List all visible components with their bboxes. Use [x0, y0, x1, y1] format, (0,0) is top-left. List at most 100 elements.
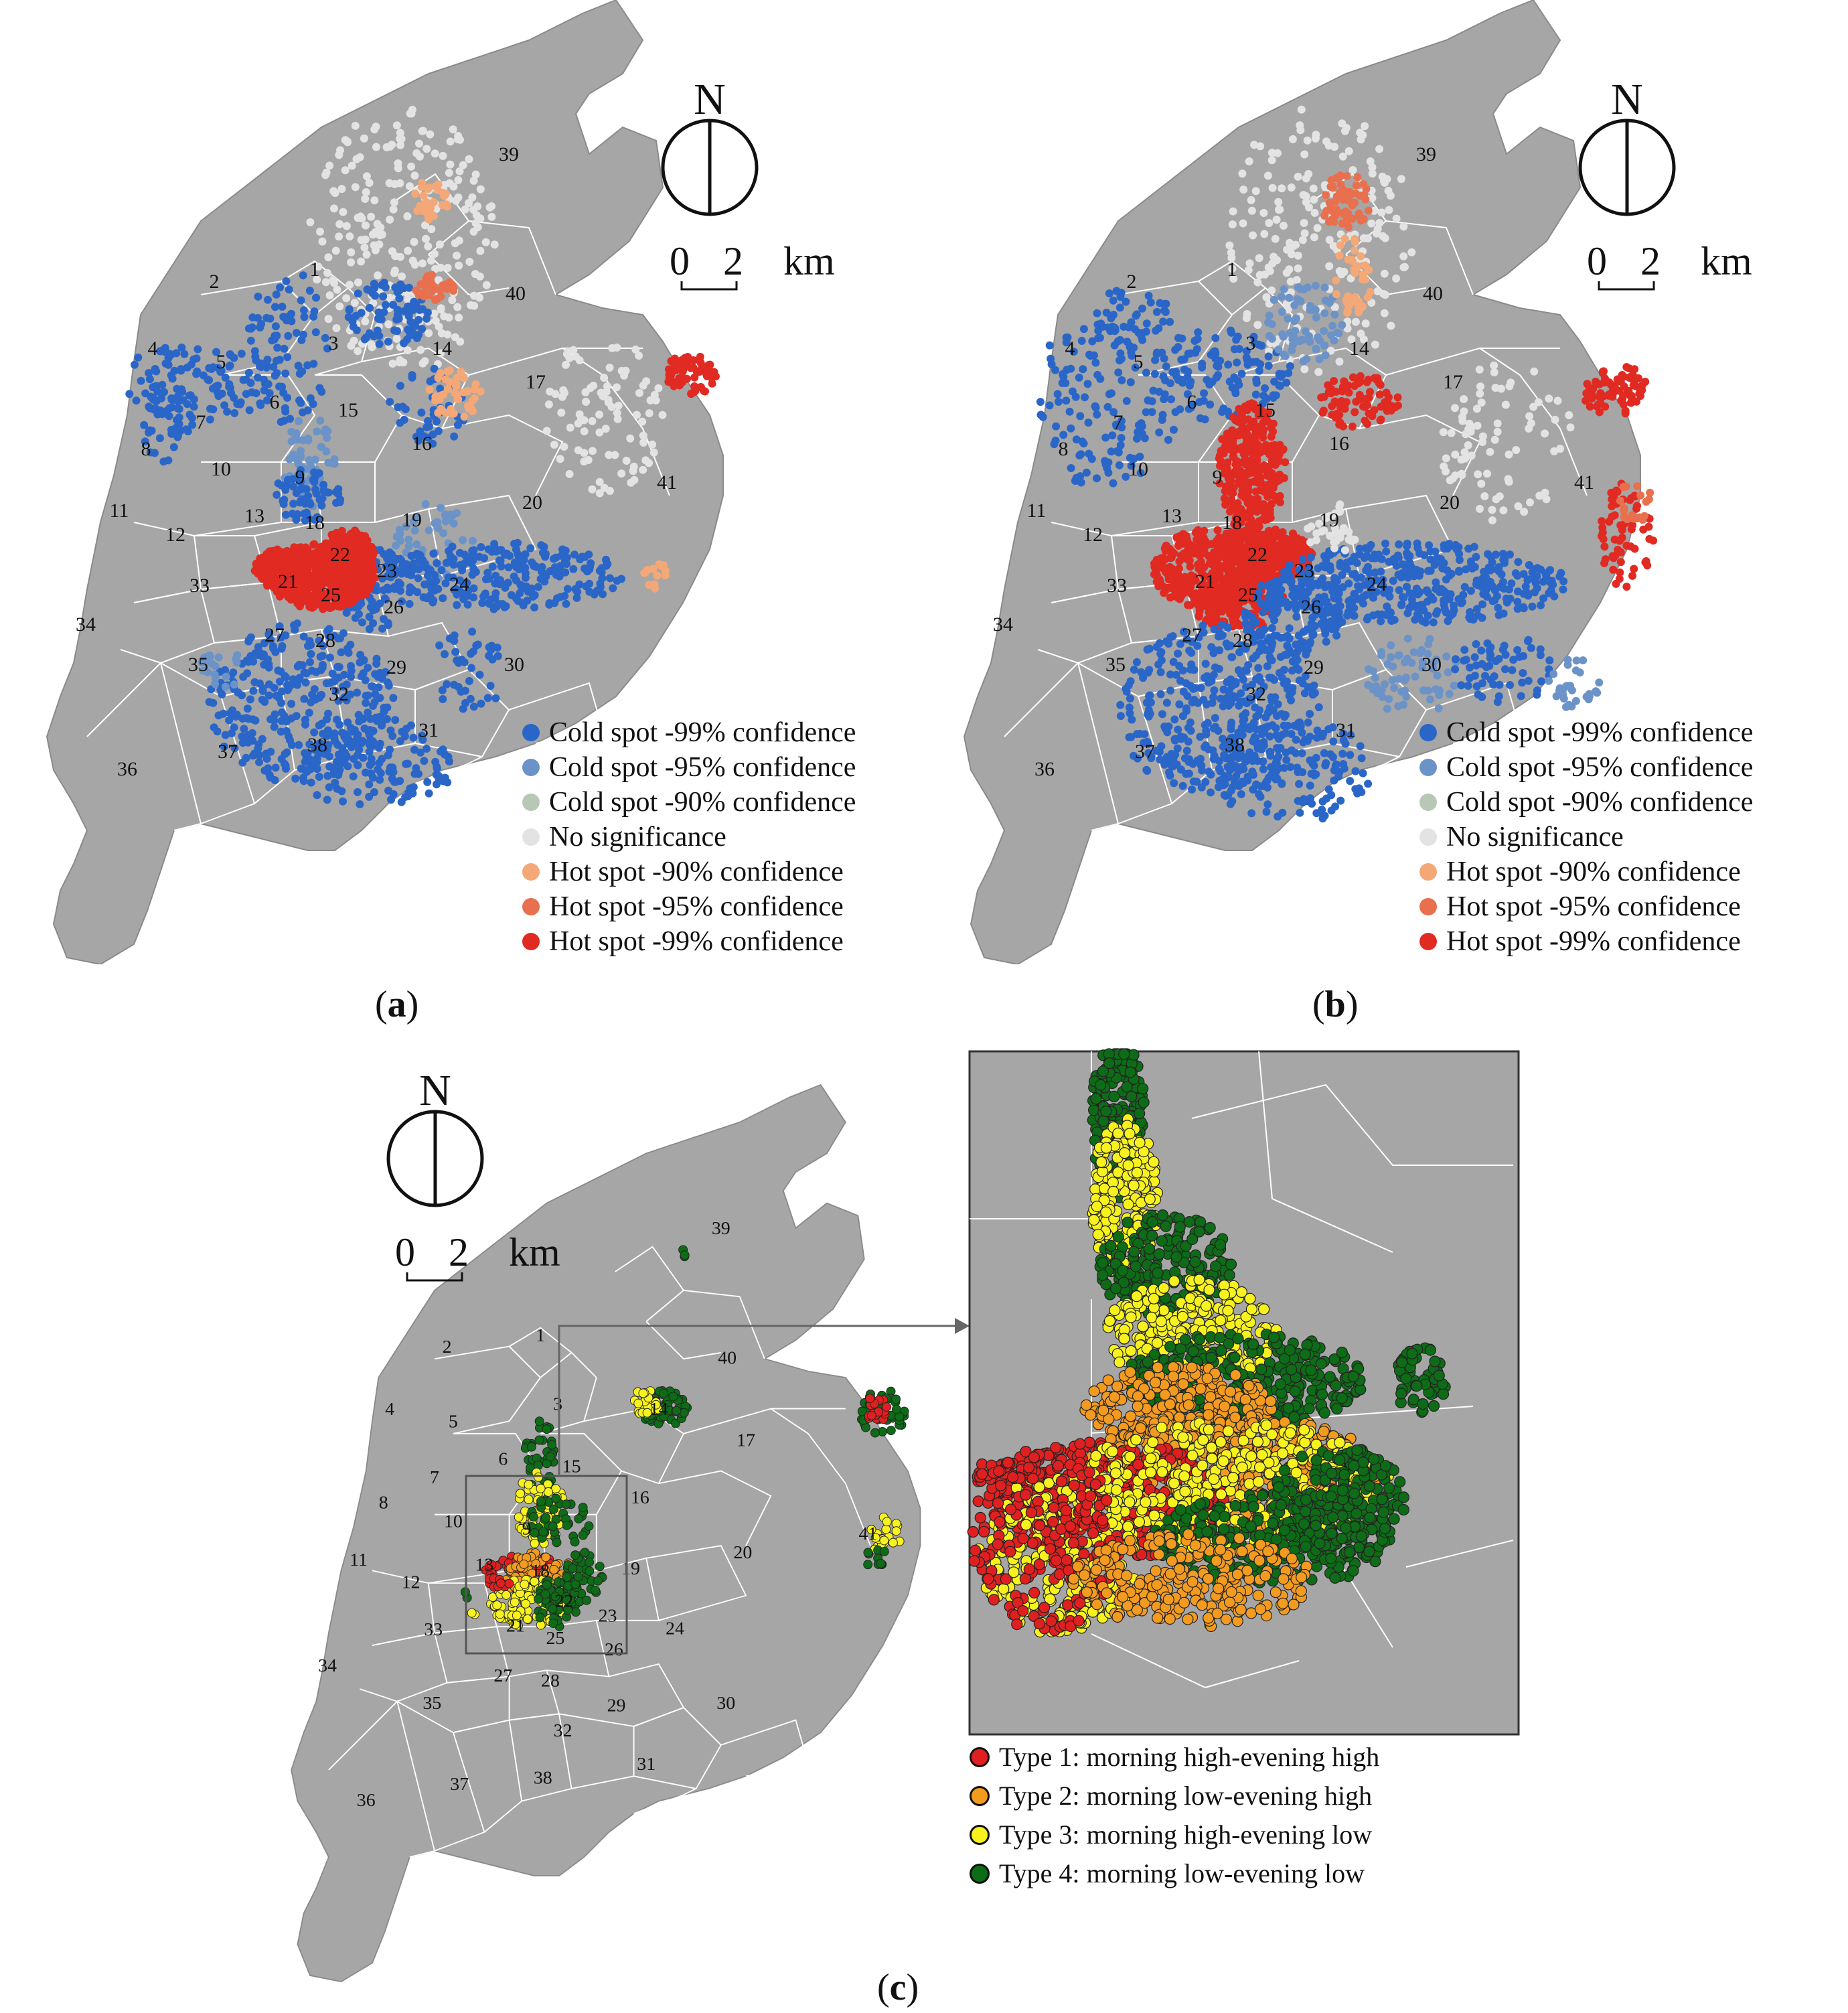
poi-dot [222, 672, 230, 681]
poi-dot [1364, 206, 1373, 215]
poi-dot [1551, 415, 1559, 424]
poi-dot [429, 439, 437, 448]
poi-dot [1237, 565, 1246, 574]
poi-dot [1251, 434, 1259, 443]
poi-dot [1215, 454, 1223, 463]
poi-dot [1306, 338, 1314, 346]
poi-dot [291, 774, 300, 783]
poi-dot [1144, 291, 1153, 300]
poi-dot [1617, 396, 1626, 405]
poi-dot [285, 285, 293, 294]
poi-dot [379, 615, 388, 623]
poi-dot [370, 125, 379, 134]
poi-dot [537, 541, 546, 550]
poi-dot [429, 430, 437, 439]
poi-dot [558, 392, 566, 401]
poi-dot [396, 252, 404, 261]
poi-dot [1200, 545, 1209, 554]
poi-dot [368, 737, 377, 746]
poi-dot [1268, 334, 1276, 343]
poi-dot [396, 179, 404, 188]
poi-dot [425, 215, 433, 224]
poi-dot [1209, 589, 1217, 597]
poi-dot [431, 149, 439, 158]
poi-dot [595, 428, 604, 437]
poi-dot [1152, 307, 1161, 316]
poi-dot [1359, 234, 1368, 242]
poi-dot [1225, 241, 1234, 250]
poi-dot [1263, 481, 1272, 490]
poi-dot [1317, 393, 1326, 402]
poi-dot [357, 236, 366, 244]
poi-dot [1093, 411, 1101, 419]
poi-dot [151, 365, 159, 373]
poi-dot [1271, 525, 1280, 534]
poi-dot [1338, 185, 1347, 194]
poi-dot [463, 553, 471, 562]
poi-dot [1309, 184, 1318, 193]
poi-dot [1296, 337, 1304, 346]
poi-dot [398, 597, 406, 606]
poi-dot [372, 143, 380, 151]
poi-dot [1476, 504, 1484, 513]
poi-dot [375, 340, 384, 348]
poi-dot [271, 303, 279, 311]
poi-dot [214, 653, 223, 662]
poi-dot [323, 796, 331, 804]
poi-dot [1190, 595, 1199, 604]
poi-dot [645, 409, 653, 418]
poi-dot [367, 340, 376, 349]
poi-dot [446, 552, 455, 561]
poi-dot [238, 732, 246, 741]
poi-dot [410, 297, 418, 306]
poi-dot [322, 679, 331, 688]
poi-dot [1349, 373, 1357, 382]
poi-dot [1186, 403, 1195, 412]
poi-dot [287, 700, 296, 708]
poi-dot [1542, 495, 1551, 504]
district-label: 22 [330, 544, 350, 566]
poi-dot [421, 221, 429, 230]
poi-dot [1284, 305, 1292, 313]
poi-dot [1268, 183, 1277, 192]
poi-dot [1616, 377, 1625, 386]
poi-dot [345, 281, 354, 289]
poi-dot [378, 574, 387, 583]
poi-dot [297, 496, 305, 505]
poi-dot [245, 406, 254, 415]
poi-dot [461, 686, 469, 695]
poi-dot [359, 669, 368, 678]
poi-dot [1078, 437, 1087, 446]
poi-dot [609, 584, 617, 593]
poi-dot [1227, 328, 1236, 337]
poi-dot [1612, 486, 1620, 495]
poi-dot [303, 361, 312, 370]
poi-dot [141, 389, 150, 398]
district-boundary [1111, 461, 1199, 536]
poi-dot [475, 293, 484, 302]
poi-dot [1243, 447, 1252, 456]
poi-dot [300, 313, 309, 321]
poi-dot [476, 387, 485, 396]
district-boundary [1385, 220, 1474, 295]
poi-dot [1284, 314, 1292, 323]
poi-dot [1332, 290, 1340, 299]
poi-dot [1232, 542, 1241, 551]
poi-dot [337, 185, 346, 194]
poi-dot [488, 563, 497, 571]
poi-dot [243, 704, 252, 713]
poi-dot [1269, 295, 1278, 304]
poi-dot [469, 647, 477, 656]
poi-dot [386, 398, 394, 406]
poi-dot [1247, 423, 1255, 431]
poi-dot [510, 540, 519, 548]
poi-dot [1321, 351, 1330, 360]
poi-dot [552, 571, 560, 579]
district-label: 14 [432, 338, 452, 360]
poi-dot [522, 573, 530, 582]
poi-dot [296, 593, 305, 601]
poi-dot [1477, 398, 1486, 407]
poi-dot [276, 283, 284, 292]
poi-dot [134, 353, 143, 362]
poi-dot [336, 496, 345, 504]
